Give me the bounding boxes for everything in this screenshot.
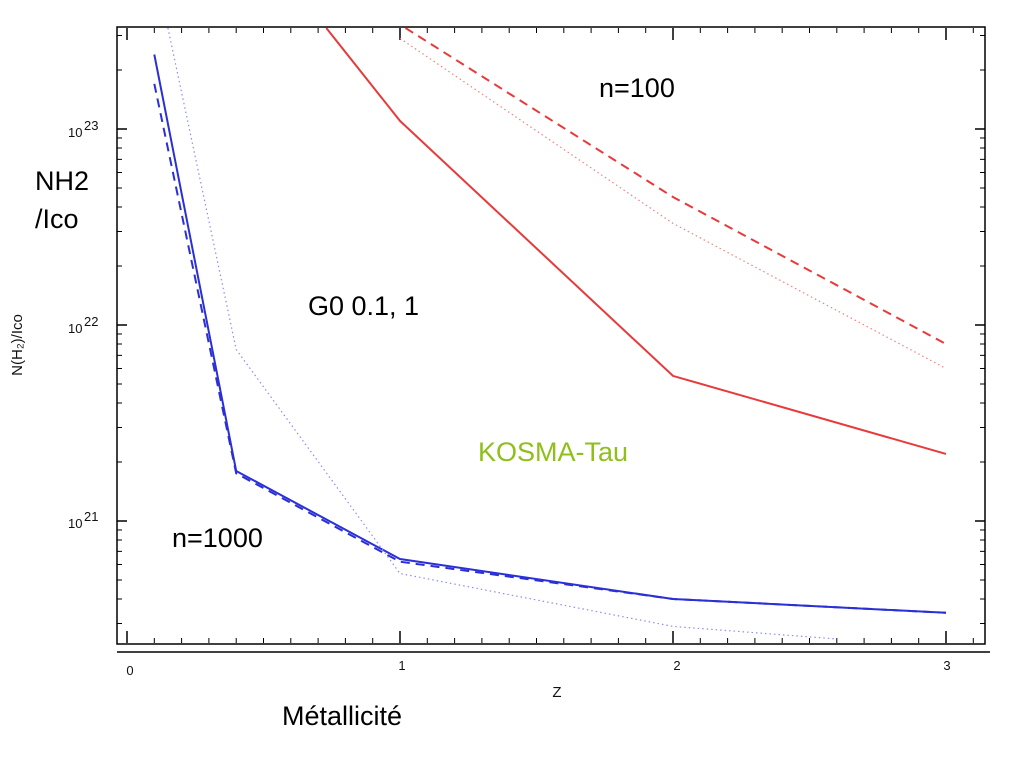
series-line-0 (153, 54, 947, 614)
x-tick-label-1: 1 (398, 658, 405, 673)
svg-text:10: 10 (68, 321, 82, 336)
annotation-n1000: n=1000 (172, 523, 263, 553)
series-layer (153, 27, 947, 640)
svg-text:10: 10 (68, 516, 82, 531)
yaxis-note-ico: /Ico (35, 204, 79, 234)
y-tick-label-22: 10 22 (68, 314, 98, 336)
svg-text:10: 10 (68, 125, 82, 140)
x-tick-label-3: 3 (943, 658, 950, 673)
series-line-4 (404, 27, 947, 345)
y-tick-label-23: 10 23 (68, 118, 98, 140)
y-tick-label-21: 10 21 (68, 509, 98, 531)
annotation-kosma-tau: KOSMA-Tau (478, 437, 628, 467)
annotation-n100: n=100 (599, 73, 675, 103)
x-tick-label-0: 0 (126, 663, 133, 678)
plot-frame (116, 26, 986, 645)
xaxis-note-metallicite: Métallicité (282, 701, 402, 731)
annotation-g0: G0 0.1, 1 (308, 291, 419, 321)
series-line-2 (167, 27, 837, 640)
series-line-5 (399, 37, 947, 370)
series-line-1 (153, 83, 947, 614)
y-axis-title: N(H₂)/Iᴄᴏ (9, 314, 26, 376)
series-line-3 (325, 27, 947, 455)
svg-text:23: 23 (84, 118, 98, 133)
x-axis-title: Z (552, 684, 561, 701)
x-tick-label-2: 2 (673, 658, 680, 673)
svg-text:21: 21 (84, 509, 98, 524)
svg-text:22: 22 (84, 314, 98, 329)
yaxis-note-nh2: NH2 (35, 166, 89, 196)
axis-ticks (117, 28, 985, 643)
